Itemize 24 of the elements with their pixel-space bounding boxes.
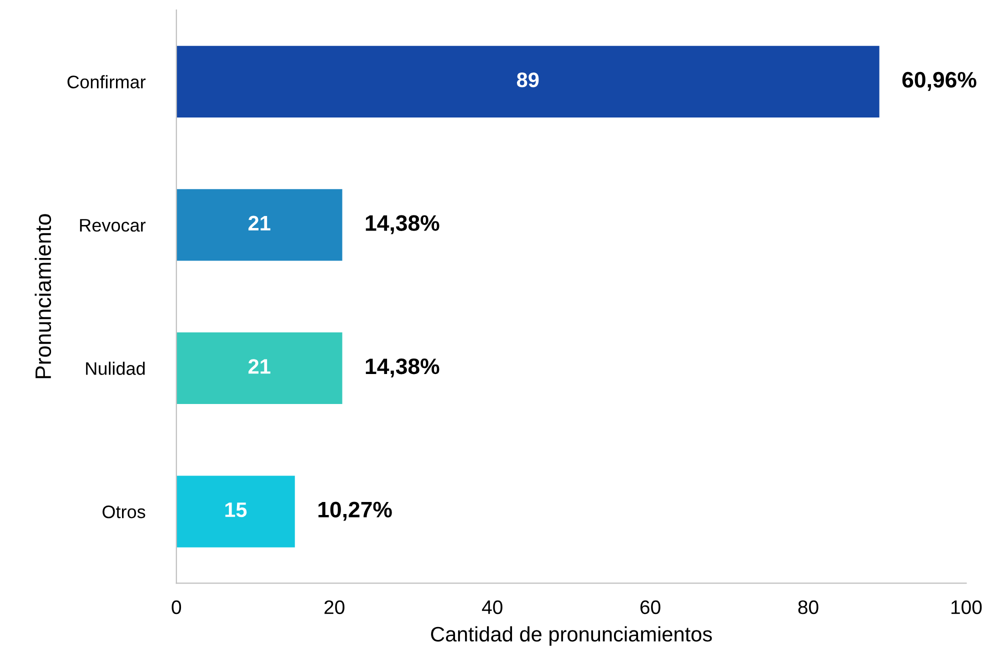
data-label: 21 — [248, 359, 270, 374]
x-tick-label: 20 — [324, 600, 344, 614]
y-tick-label: Confirmar — [68, 75, 146, 88]
x-tick-label: 100 — [951, 600, 982, 614]
y-tick-label: Otros — [102, 505, 146, 518]
x-tick-label: 0 — [172, 600, 182, 614]
y-tick-label: Nulidad — [86, 362, 145, 375]
annotation: 14,38% — [366, 358, 440, 378]
data-label: 15 — [225, 502, 247, 518]
x-tick-label: 60 — [640, 600, 660, 614]
y-tick-label: Revocar — [80, 219, 146, 232]
bar — [176, 332, 342, 404]
y-axis-title: Pronunciamiento — [34, 214, 52, 378]
x-tick-label: 80 — [798, 600, 818, 614]
annotation: 10,27% — [318, 502, 392, 521]
data-label: 21 — [248, 216, 270, 230]
x-tick-label: 40 — [482, 600, 502, 614]
data-label: 89 — [516, 72, 539, 88]
bar — [176, 476, 295, 548]
x-axis-title: Cantidad de pronunciamientos — [431, 626, 712, 646]
annotation: 60,96% — [902, 72, 976, 91]
annotation: 14,38% — [366, 215, 440, 234]
bar — [176, 46, 880, 118]
bar — [176, 189, 342, 261]
